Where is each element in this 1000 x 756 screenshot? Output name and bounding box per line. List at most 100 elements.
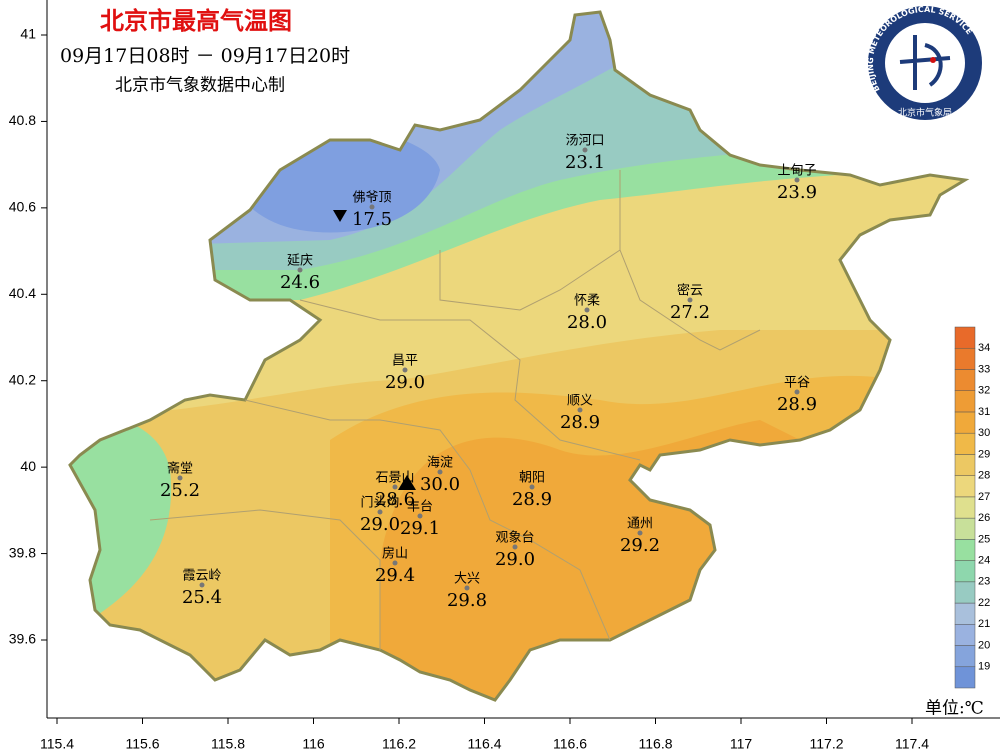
colorbar-label: 24: [978, 554, 990, 566]
colorbar-cell: [954, 602, 976, 625]
station-dot: [402, 367, 408, 373]
station-dot: [417, 513, 423, 519]
colorbar-cell: [954, 454, 976, 476]
x-tick-label: 116: [302, 736, 325, 752]
station-name: 斋堂: [167, 461, 193, 477]
district-lines: [149, 170, 761, 650]
y-tick-label: 40.6: [9, 199, 36, 215]
station-name: 大兴: [454, 572, 480, 587]
station-dot: [687, 297, 693, 303]
station-name: 门头沟: [360, 496, 399, 511]
station-name: 昌平: [392, 354, 418, 369]
period: 09月17日08时 － 09月17日20时: [60, 45, 350, 67]
station-value: 29.0: [360, 514, 400, 535]
station-value: 28.9: [560, 412, 600, 433]
station-name: 丰台: [407, 500, 433, 515]
station-name: 汤河口: [565, 134, 604, 149]
x-tick-label: 116.2: [382, 736, 416, 752]
station-name: 密云: [677, 283, 703, 299]
station-name: 佛爷顶: [352, 191, 391, 206]
colorbar-cell: [954, 475, 976, 498]
station-name: 霞云岭: [182, 569, 221, 584]
x-tick-label: 115.8: [211, 736, 245, 752]
min-marker: [333, 210, 347, 222]
y-tick-label: 39.6: [9, 631, 36, 647]
x-tick-label: 116.6: [553, 736, 587, 752]
producer: 北京市气象数据中心制: [115, 76, 285, 96]
x-tick-label: 115.4: [40, 736, 74, 752]
x-tick-label: 117: [730, 736, 753, 752]
station-name: 怀柔: [574, 294, 600, 309]
colorbar-label: 23: [978, 576, 990, 588]
station-value: 29.0: [385, 372, 425, 393]
station-dot: [794, 177, 800, 183]
station-value: 28.9: [512, 489, 552, 510]
station-name: 通州: [627, 517, 653, 532]
station-dot: [297, 267, 303, 273]
y-tick-label: 40.2: [9, 371, 36, 387]
colorbar-cell: [954, 624, 976, 646]
station-dot: [464, 585, 470, 591]
y-tick-label: 40.4: [9, 285, 36, 301]
colorbar-cell: [954, 581, 976, 604]
max-marker: [398, 475, 416, 490]
colorbar-label: 34: [978, 342, 990, 354]
station-name: 观象台: [495, 531, 534, 546]
station-dot: [377, 509, 383, 515]
colorbar-cell: [954, 496, 976, 519]
x-tick-label: 116.8: [639, 736, 673, 752]
colorbar-cell: [954, 517, 976, 540]
station-dot: [794, 389, 800, 395]
station-value: 30.0: [420, 474, 460, 495]
colorbar-cell: [954, 560, 976, 583]
station-dot: [177, 475, 183, 481]
colorbar-label: 33: [978, 363, 990, 375]
colorbar-label: 25: [978, 533, 990, 545]
station-name: 顺义: [567, 394, 593, 409]
station-value: 24.6: [280, 272, 320, 293]
x-tick-label: 117.2: [810, 736, 844, 752]
station-dot: [582, 147, 588, 153]
station-value: 25.4: [182, 587, 222, 608]
station-dot: [392, 484, 398, 490]
station-name: 房山: [382, 546, 408, 562]
station-name: 石景山: [375, 471, 414, 486]
colorbar-label: 19: [978, 661, 990, 673]
colorbar-cell: [954, 539, 976, 561]
colorbar-label: 20: [978, 639, 990, 651]
logo-cn: 北京市气象局: [898, 107, 952, 119]
colorbar-label: 28: [978, 470, 990, 482]
station-value: 23.9: [777, 182, 817, 203]
x-tick-label: 117.4: [895, 736, 929, 752]
colorbar-label: 31: [978, 406, 990, 418]
colorbar-label: 21: [978, 618, 990, 630]
colorbar-label: 30: [978, 427, 990, 439]
logo: BEIJING METEOROLOGICAL SERVICE 北京市气象局: [866, 5, 982, 120]
station-name: 平谷: [784, 376, 810, 391]
station-value: 17.5: [352, 209, 392, 230]
station-dot: [369, 204, 375, 210]
colorbar-label: 32: [978, 385, 990, 397]
axis-ticks: 115.4 115.6 115.8 116 116.2 116.4 116.6 116.8 11…: [9, 26, 929, 752]
station-value: 28.9: [777, 394, 817, 415]
colorbar-cell: [954, 432, 976, 455]
station-value: 29.2: [620, 535, 660, 556]
station-name: 延庆: [287, 254, 313, 269]
stations: 汤河口 23.1 上甸子 23.9 佛爷顶 17.5 延庆 24.6 怀柔 28.0 密云 27.2 昌…: [160, 134, 817, 612]
colorbar-cell: [954, 411, 976, 434]
y-tick-label: 39.8: [9, 544, 36, 560]
station-dot: [199, 582, 205, 588]
station-dot: [584, 307, 590, 313]
x-tick-label: 115.6: [126, 736, 160, 752]
station-value: 29.8: [447, 590, 487, 611]
station-name: 朝阳: [519, 471, 545, 486]
colorbar-label: 29: [978, 448, 990, 460]
y-tick-label: 40.8: [9, 112, 36, 128]
colorbar-cell: [954, 390, 976, 413]
y-tick-label: 41: [20, 26, 36, 42]
station-dot: [529, 484, 535, 490]
station-name: 上甸子: [777, 164, 816, 179]
station-dot: [437, 469, 443, 475]
